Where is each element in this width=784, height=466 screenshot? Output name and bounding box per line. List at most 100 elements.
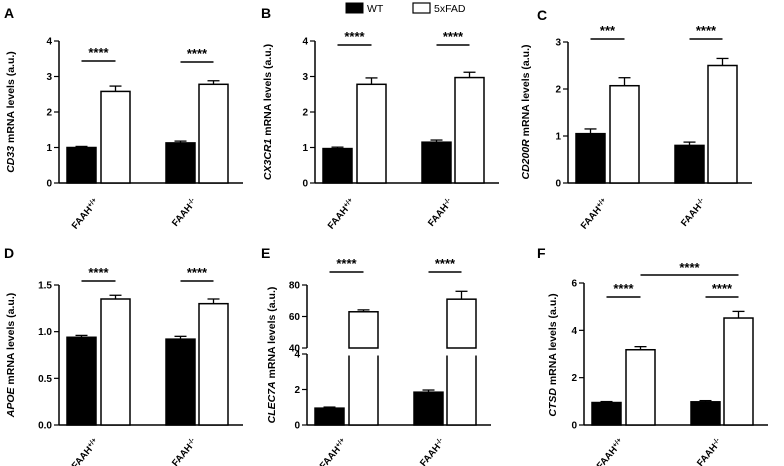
- category-label-sup: +/+: [342, 197, 354, 209]
- bar-wt: [591, 401, 622, 426]
- category-label: FAAH-/-: [418, 436, 448, 466]
- panel-letter: B: [261, 5, 271, 21]
- y-tick-label: 0.5: [38, 374, 52, 385]
- category-label: FAAH+/+: [317, 437, 349, 466]
- category-label-sup: -/-: [442, 196, 452, 206]
- y-tick-label: 4: [294, 350, 300, 361]
- y-tick-label: 60: [289, 312, 301, 323]
- y-axis-label-rest: mRNA levels (a.u.): [520, 44, 532, 139]
- significance-label: ****: [613, 281, 634, 296]
- panel-letter: F: [537, 245, 546, 261]
- bar-wt: [413, 391, 444, 426]
- y-tick-label: 0: [555, 179, 561, 190]
- y-axis-label-gene: CD200R: [520, 139, 532, 180]
- y-axis-label: CD33 mRNA levels (a.u.): [5, 51, 17, 173]
- category-label-sup: +/+: [611, 437, 623, 449]
- panel-letter: A: [4, 5, 14, 21]
- category-label-sup: -/-: [186, 196, 196, 206]
- y-tick-label: 3: [555, 38, 561, 49]
- category-label: FAAH+/+: [69, 437, 101, 466]
- category-label: FAAH-/-: [426, 196, 456, 229]
- bar-wt: [690, 401, 721, 426]
- significance-label: ***: [600, 23, 616, 38]
- y-tick-label: 4: [302, 37, 308, 48]
- category-label: FAAH-/-: [679, 196, 709, 229]
- y-tick-label: 2: [555, 85, 561, 96]
- y-tick-label: 1: [302, 143, 308, 154]
- bar-wt: [66, 336, 97, 426]
- category-label-sup: +/+: [334, 437, 346, 449]
- category-label-sup: +/+: [595, 197, 607, 209]
- y-axis-label: CX3CR1 mRNA levels (a.u.): [262, 44, 274, 180]
- category-label: FAAH+/+: [69, 197, 101, 232]
- significance-label: ****: [187, 46, 208, 61]
- significance-label: ****: [88, 265, 109, 280]
- legend-label-5xfad: 5xFAD: [434, 3, 466, 15]
- bar-5xfad: [707, 64, 738, 184]
- panel-a: 0 1 2 3 4 A CD33 mRNA levels (a.u.) FAAH+/+ FAAH…: [4, 5, 243, 232]
- y-tick-label: 4: [46, 37, 52, 48]
- significance-label: ****: [435, 256, 456, 271]
- panel-b: 0 1 2 3 4 B CX3CR1 mRNA levels (a.u.) FAAH+/+ FA…: [261, 5, 499, 232]
- y-axis-label-rest: mRNA levels (a.u.): [266, 287, 278, 382]
- y-tick-label: 2: [571, 373, 577, 384]
- bar-5xfad: [100, 298, 131, 426]
- bar-5xfad: [446, 298, 477, 349]
- y-tick-label: 80: [289, 281, 301, 292]
- legend: WT 5xFAD: [345, 2, 466, 15]
- y-tick-label: 0: [302, 179, 308, 190]
- y-axis-label-rest: mRNA levels (a.u.): [5, 51, 17, 146]
- category-label-sup: -/-: [186, 436, 196, 446]
- y-tick-label: 0.0: [38, 421, 52, 432]
- y-axis-label-rest: mRNA levels (a.u.): [5, 293, 17, 388]
- category-label-sup: -/-: [695, 196, 705, 206]
- category-label: FAAH-/-: [695, 436, 725, 466]
- legend-label-wt: WT: [367, 3, 384, 15]
- bar-5xfad: [609, 84, 640, 184]
- bar-wt: [314, 407, 345, 426]
- category-label: FAAH+/+: [578, 197, 610, 232]
- category-label: FAAH-/-: [170, 196, 200, 229]
- y-tick-label: 1: [555, 132, 561, 143]
- y-tick-label: 0: [571, 421, 577, 432]
- y-axis-label-gene: CX3CR1: [262, 138, 274, 180]
- bar-wt: [165, 142, 196, 184]
- category-label: FAAH-/-: [170, 436, 200, 466]
- y-tick-label: 2: [302, 108, 308, 119]
- y-axis-label-gene: CTSD: [547, 388, 559, 417]
- bar-5xfad: [348, 311, 379, 349]
- category-label: FAAH+/+: [594, 437, 626, 466]
- y-axis-label: CTSD mRNA levels (a.u.): [547, 293, 559, 416]
- bar-wt: [322, 147, 353, 184]
- y-tick-label: 0: [46, 179, 52, 190]
- category-label: FAAH+/+: [325, 197, 357, 232]
- category-label-sup: -/-: [434, 436, 444, 446]
- bar-wt: [575, 132, 606, 184]
- y-axis-label: CD200R mRNA levels (a.u.): [520, 44, 532, 179]
- significance-label: ****: [88, 45, 109, 60]
- category-label-sup: +/+: [86, 437, 98, 449]
- y-axis-label-gene: CLEC7A: [266, 381, 278, 423]
- category-label-sup: +/+: [86, 197, 98, 209]
- y-axis-label-gene: APOE: [5, 386, 17, 418]
- significance-label: ****: [187, 265, 208, 280]
- panel-letter: E: [261, 245, 270, 261]
- y-tick-label: 1.5: [38, 281, 52, 292]
- y-tick-label: 0: [294, 421, 300, 432]
- y-axis-label-rest: mRNA levels (a.u.): [547, 293, 559, 388]
- bar-wt: [421, 141, 452, 184]
- significance-label: ****: [344, 29, 365, 44]
- y-tick-label: 1.0: [38, 327, 52, 338]
- y-axis-label: CLEC7A mRNA levels (a.u.): [266, 287, 278, 424]
- category-label-sup: -/-: [711, 436, 721, 446]
- panel-letter: C: [537, 7, 547, 23]
- significance-label: ****: [679, 260, 700, 275]
- bar-5xfad-lower: [348, 353, 379, 426]
- y-tick-label: 6: [571, 279, 577, 290]
- significance-label: ****: [712, 281, 733, 296]
- legend-swatch-wt: [345, 2, 364, 14]
- bar-5xfad: [198, 83, 229, 184]
- y-tick-label: 3: [46, 72, 52, 83]
- panel-d: 0.0 0.5 1.0 1.5 D APOE mRNA levels (a.u.) FAAH…: [4, 245, 243, 466]
